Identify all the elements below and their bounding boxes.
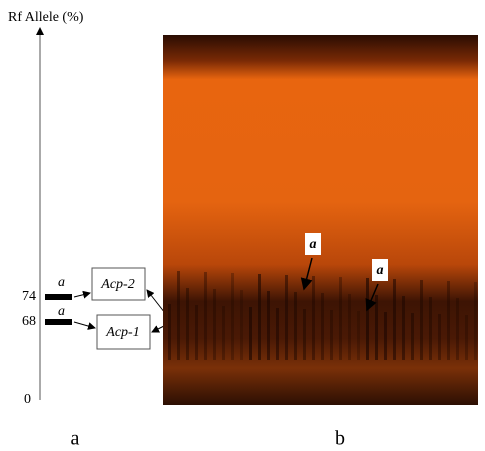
band <box>45 294 72 300</box>
locus-label: Acp-2 <box>100 277 134 292</box>
gel-streak <box>276 308 279 360</box>
axis-label: 0 <box>24 392 31 407</box>
gel-streak <box>303 309 306 360</box>
gel-label: a <box>310 237 317 252</box>
gel-streak <box>240 290 243 360</box>
gel-label-box <box>305 233 321 255</box>
gel-streak <box>447 281 450 360</box>
gel-streak <box>258 274 261 360</box>
locus-box <box>91 267 146 301</box>
allele-label: a <box>58 304 65 319</box>
gel-streak <box>213 289 216 360</box>
axis-title: Rf Allele (%) <box>8 10 84 25</box>
gel-streak <box>285 275 288 360</box>
gel-image <box>163 35 478 405</box>
gel-streak <box>267 291 270 360</box>
allele-label: a <box>58 275 65 290</box>
gel-streaks <box>168 271 477 360</box>
gel-streak <box>456 298 459 360</box>
gel-streak <box>168 304 171 360</box>
gel-streak <box>195 305 198 360</box>
gel-streak <box>186 288 189 360</box>
arrow <box>365 283 379 312</box>
gel-streak <box>249 307 252 360</box>
gel-streak <box>348 294 351 360</box>
gel-streak <box>339 277 342 360</box>
gel-streak <box>429 297 432 360</box>
gel-label: a <box>377 263 384 278</box>
gel-streak <box>438 314 441 360</box>
gel-streak <box>231 273 234 360</box>
arrow <box>73 321 96 330</box>
gel-streak <box>375 295 378 360</box>
gel-label-box <box>372 259 388 281</box>
gel-streak <box>222 306 225 360</box>
gel-streak <box>393 279 396 360</box>
axis-label: 68 <box>22 314 36 329</box>
gel-streak <box>312 276 315 360</box>
gel-streak <box>294 292 297 360</box>
gel-streak <box>357 311 360 360</box>
gel-streak <box>402 296 405 360</box>
gel-streak <box>474 282 477 360</box>
gel-streak <box>321 293 324 360</box>
gel-streak <box>177 271 180 360</box>
gel-streak <box>204 272 207 360</box>
gel-streak <box>420 280 423 360</box>
gel-streak <box>330 310 333 360</box>
arrow <box>73 290 91 299</box>
gel-streak <box>465 315 468 360</box>
locus-label: Acp-1 <box>105 325 139 340</box>
panel-label: b <box>335 428 345 450</box>
gel-streak <box>366 278 369 360</box>
arrow <box>300 257 313 291</box>
locus-box <box>96 314 151 350</box>
gel-streak <box>384 312 387 360</box>
axis-label: 74 <box>22 289 36 304</box>
panel-label: a <box>71 428 80 450</box>
band <box>45 319 72 325</box>
gel-streak <box>411 313 414 360</box>
